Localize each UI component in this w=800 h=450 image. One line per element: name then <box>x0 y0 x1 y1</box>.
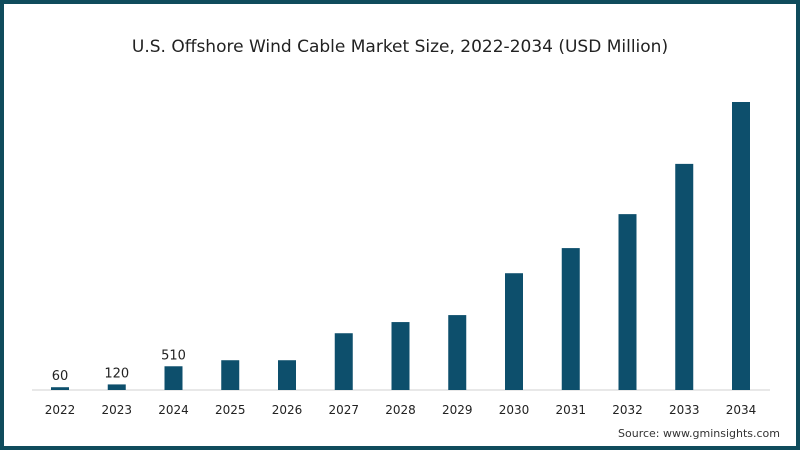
bar-2022 <box>51 387 69 390</box>
x-tick-label-2029: 2029 <box>442 403 473 417</box>
x-tick-label-2026: 2026 <box>272 403 303 417</box>
bar-2031 <box>561 248 580 390</box>
x-tick-label-2022: 2022 <box>45 403 76 417</box>
bar-2027 <box>334 333 353 390</box>
data-label-2024: 510 <box>161 348 186 363</box>
x-tick-label-2033: 2033 <box>669 403 700 417</box>
x-tick-label-2024: 2024 <box>158 403 189 417</box>
x-tick-label-2023: 2023 <box>101 403 132 417</box>
x-tick-label-2027: 2027 <box>328 403 359 417</box>
x-tick-label-2025: 2025 <box>215 403 246 417</box>
data-label-2023: 120 <box>104 366 129 381</box>
bar-2025 <box>221 360 240 390</box>
bar-2023 <box>107 384 126 390</box>
bar-2033 <box>675 163 694 390</box>
bar-2028 <box>391 322 410 390</box>
x-tick-label-2028: 2028 <box>385 403 416 417</box>
bar-2026 <box>278 360 296 390</box>
x-tick-label-2030: 2030 <box>499 403 530 417</box>
data-label-2022: 60 <box>52 369 69 384</box>
source-note: Source: www.gminsights.com <box>618 427 780 440</box>
bar-2029 <box>448 315 467 390</box>
x-tick-label-2031: 2031 <box>555 403 586 417</box>
bar-2030 <box>505 273 523 390</box>
chart-title: U.S. Offshore Wind Cable Market Size, 20… <box>131 37 669 57</box>
x-tick-label-2034: 2034 <box>726 403 757 417</box>
bar-2032 <box>618 214 637 390</box>
bar-2024 <box>164 366 183 390</box>
x-tick-label-2032: 2032 <box>612 403 643 417</box>
bar-2034 <box>732 102 750 390</box>
